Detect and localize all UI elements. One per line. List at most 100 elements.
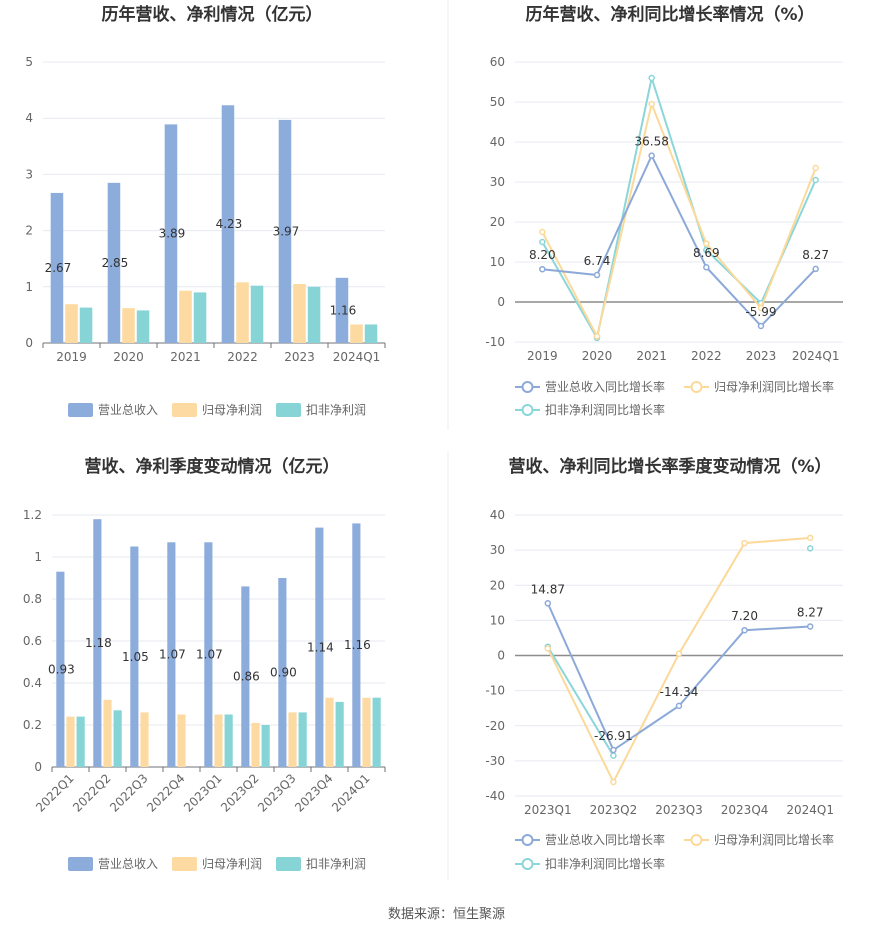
- data-label: 3.89: [159, 227, 186, 241]
- series-line: [542, 153, 817, 328]
- bar: [93, 519, 102, 767]
- bar: [335, 701, 344, 767]
- x-tick-label: 2022Q3: [107, 771, 151, 815]
- chart-title: 营收、净利同比增长率季度变动情况（%）: [508, 456, 831, 477]
- legend-marker: [521, 834, 534, 846]
- bar: [177, 714, 186, 767]
- bar: [250, 285, 264, 343]
- chart-title: 营收、净利季度变动情况（亿元）: [85, 456, 340, 477]
- data-label: 6.74: [584, 254, 611, 268]
- data-label: 1.07: [196, 648, 223, 662]
- x-tick-label: 2022Q1: [33, 771, 77, 815]
- x-tick-label: 2022: [227, 350, 258, 364]
- bar: [350, 324, 363, 343]
- bar: [103, 699, 112, 767]
- chart-title: 历年营收、净利情况（亿元）: [102, 4, 323, 25]
- quarterly-growth-rate-line-chart: 营收、净利同比增长率季度变动情况（%） -40 -30 -20 -10 0 10 20 30 40…: [485, 456, 843, 871]
- y-tick-label: 60: [490, 55, 505, 69]
- y-tick-label: -20: [485, 719, 505, 733]
- x-tick-label: 2023Q2: [590, 803, 638, 817]
- y-tick-label: 50: [490, 95, 505, 109]
- data-label: 8.69: [693, 246, 720, 260]
- quarterly-revenue-profit-bar-chart: 营收、净利季度变动情况（亿元） 0 0.2 0.4 0.6 0.8 1 1.2 0.93 2022…: [23, 456, 386, 871]
- bar: [107, 182, 121, 343]
- x-tick-label: 2023Q3: [255, 771, 299, 815]
- bar: [193, 292, 207, 343]
- bar: [236, 282, 249, 343]
- bar: [224, 714, 233, 767]
- y-tick-label: -10: [485, 684, 505, 698]
- data-label: 14.87: [531, 582, 565, 596]
- data-point: [812, 164, 819, 172]
- legend-label: 归母净利润: [202, 403, 262, 417]
- series-line: [541, 74, 817, 341]
- data-point: [806, 545, 814, 552]
- y-tick-label: -30: [485, 754, 505, 768]
- x-tick-label: 2024Q1: [786, 803, 834, 817]
- data-point: [703, 246, 710, 254]
- x-tick-label: 2023Q2: [218, 771, 262, 815]
- data-label: 0.86: [233, 670, 260, 684]
- y-tick-label: 20: [490, 578, 505, 592]
- data-point: [741, 626, 748, 634]
- data-point: [539, 228, 546, 236]
- bar: [66, 716, 75, 767]
- series-line: [546, 646, 615, 757]
- data-point: [675, 702, 683, 710]
- data-point: [648, 74, 655, 82]
- bar: [307, 286, 321, 343]
- x-tick-label: 2019: [56, 350, 87, 364]
- legend-label: 营业总收入: [98, 403, 158, 417]
- data-point: [675, 650, 683, 657]
- y-tick-label: -40: [485, 789, 505, 803]
- legend-label: 归母净利润同比增长率: [714, 379, 834, 394]
- legend-label: 营业总收入同比增长率: [545, 832, 665, 847]
- y-tick-label: 0.4: [23, 676, 42, 690]
- legend-label: 营业总收入同比增长率: [545, 379, 665, 394]
- data-label: 0.93: [48, 662, 75, 676]
- bar: [325, 697, 334, 767]
- data-point: [741, 539, 748, 547]
- annual-revenue-profit-bar-chart: 历年营收、净利情况（亿元） 0 1 2 3 4 5 2.67 2019 2.85 2020 3.89 2…: [25, 4, 386, 417]
- legend-label: 扣非净利润: [306, 857, 366, 871]
- x-tick-label: 2023: [284, 350, 315, 364]
- bar: [167, 542, 176, 767]
- bar: [179, 290, 192, 343]
- data-point: [593, 333, 601, 340]
- series-line: [546, 536, 811, 785]
- x-tick-label: 2020: [113, 350, 144, 364]
- y-tick-label: 30: [490, 543, 505, 557]
- bar: [122, 308, 135, 343]
- data-point: [806, 623, 814, 630]
- legend-marker: [690, 834, 703, 846]
- data-label: 1.16: [344, 638, 371, 652]
- bar: [298, 712, 307, 767]
- y-tick-label: 0: [34, 760, 42, 774]
- legend-marker: [521, 858, 534, 870]
- data-point: [757, 304, 765, 312]
- bar: [56, 571, 65, 767]
- bar: [164, 124, 178, 343]
- y-tick-label: 3: [25, 167, 33, 181]
- y-tick-label: 0.2: [23, 718, 42, 732]
- bar: [136, 310, 150, 343]
- bar: [76, 716, 85, 767]
- legend-marker: [521, 381, 534, 393]
- bar: [140, 712, 149, 767]
- bar: [241, 586, 250, 767]
- x-tick-label: 2023Q3: [655, 803, 703, 817]
- bar: [364, 324, 378, 343]
- legend-swatch: [276, 403, 301, 417]
- y-tick-label: 0.8: [23, 592, 42, 606]
- legend-swatch: [276, 857, 301, 871]
- x-tick-label: 2023Q4: [721, 803, 769, 817]
- data-point: [648, 152, 655, 159]
- y-tick-label: 40: [490, 508, 505, 522]
- y-tick-label: 20: [490, 215, 505, 229]
- bar: [335, 277, 349, 343]
- legend-marker: [690, 381, 703, 393]
- data-label: -26.91: [594, 729, 633, 743]
- y-tick-label: 0: [497, 649, 505, 663]
- bar: [204, 542, 213, 767]
- bar: [372, 697, 381, 767]
